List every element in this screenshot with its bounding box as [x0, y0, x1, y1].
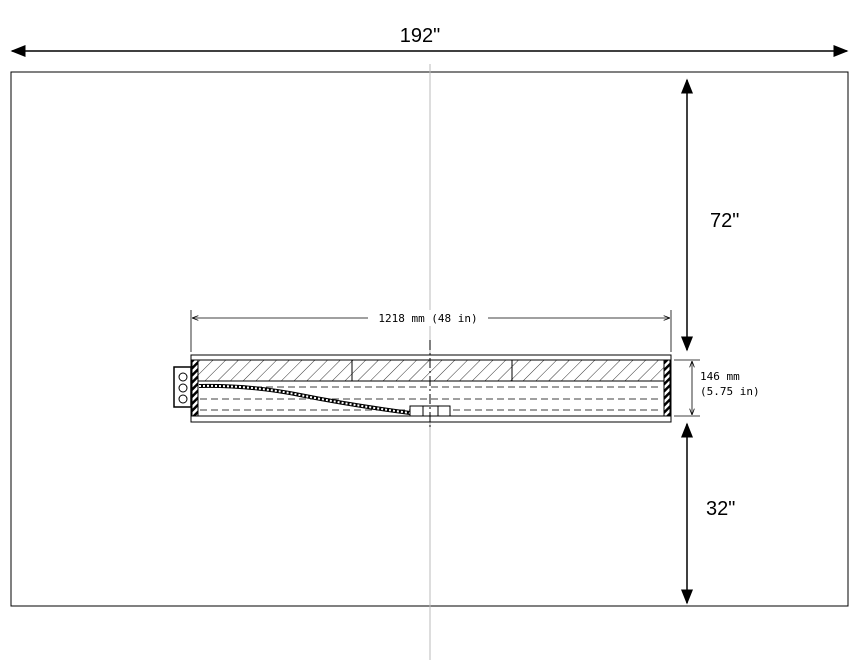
top-height-label: 72" — [710, 210, 739, 232]
bottom-height-label: 32" — [706, 498, 735, 520]
thickness-mm-label: 146 mm — [700, 370, 740, 383]
connector-icon — [173, 366, 192, 408]
left-end-cap — [191, 359, 199, 417]
hatched-layer — [197, 359, 665, 382]
panel-section — [190, 354, 672, 423]
panel-length-label: 1218 mm (48 in) — [378, 312, 477, 325]
label-mask — [368, 310, 488, 326]
thickness-in-label: (5.75 in) — [700, 385, 760, 398]
right-end-cap — [663, 359, 671, 417]
width-label: 192" — [400, 25, 440, 47]
